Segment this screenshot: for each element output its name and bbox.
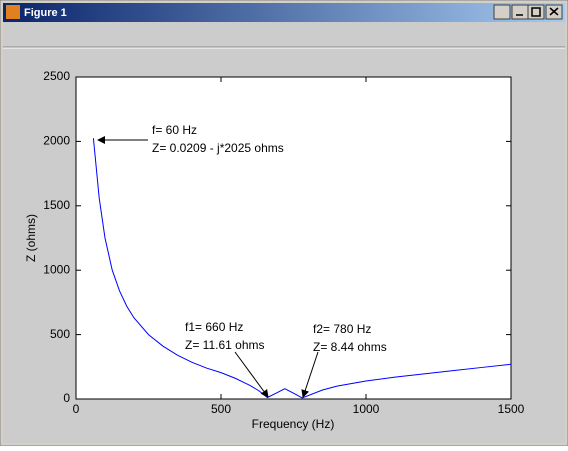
plot-area: [75, 76, 512, 400]
annotation: f= 60 Hz: [152, 123, 197, 137]
minimize-button[interactable]: [511, 4, 529, 20]
y-tick-label: 500: [50, 327, 70, 341]
y-tick-label: 2000: [43, 134, 70, 148]
y-tick-label: 2500: [43, 69, 70, 83]
y-tick-label: 1500: [43, 198, 70, 212]
x-tick-label: 500: [211, 402, 231, 416]
x-axis-label: Frequency (Hz): [252, 417, 335, 431]
window-title: Figure 1: [24, 7, 67, 19]
data-line: [92, 138, 512, 399]
window-buttons: [493, 4, 563, 20]
dock-button[interactable]: [493, 4, 511, 20]
annotation: f2= 780 Hz: [313, 322, 371, 336]
x-tick-label: 1500: [498, 402, 525, 416]
annotation: f1= 660 Hz: [185, 320, 243, 334]
annotation: Z= 0.0209 - j*2025 ohms: [152, 141, 284, 155]
annotation-arrow: [301, 351, 319, 398]
annotation: Z= 11.61 ohms: [185, 338, 265, 352]
maximize-button[interactable]: [527, 4, 545, 20]
y-axis-label: Z (ohms): [24, 214, 38, 262]
x-tick-label: 0: [73, 402, 80, 416]
y-tick-label: 0: [63, 391, 70, 405]
annotation-arrow: [234, 351, 269, 398]
button-glyphs: [516, 7, 559, 17]
annotation: Z= 8.44 ohms: [313, 340, 387, 354]
app-icon: [6, 5, 20, 19]
title-bar: [3, 3, 565, 22]
y-tick-label: 1000: [43, 262, 70, 276]
x-tick-label: 1000: [353, 402, 380, 416]
